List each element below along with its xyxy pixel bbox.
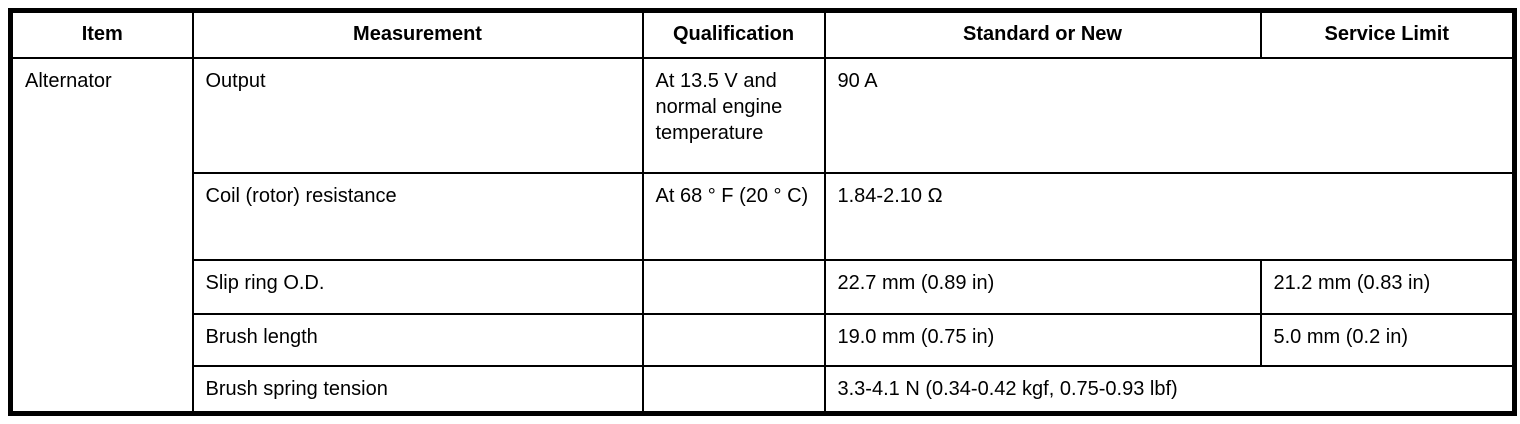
cell-service-limit: 21.2 mm (0.83 in) — [1259, 258, 1516, 315]
cell-standard-or-new: 3.3-4.1 N (0.34-0.42 kgf, 0.75-0.93 lbf) — [823, 364, 1516, 415]
column-header-service-limit: Service Limit — [1259, 9, 1516, 59]
cell-measurement: Output — [191, 56, 644, 174]
cell-service-limit: 5.0 mm (0.2 in) — [1259, 312, 1516, 367]
cell-standard-or-new: 19.0 mm (0.75 in) — [823, 312, 1262, 367]
column-header-item: Item — [9, 9, 194, 59]
table-row-brush-spring-tension: Brush spring tension 3.3-4.1 N (0.34-0.4… — [11, 364, 1516, 415]
table-row-output: Alternator Output At 13.5 V and normal e… — [9, 56, 1516, 415]
cell-qualification — [641, 364, 826, 415]
cell-standard-or-new: 22.7 mm (0.89 in) — [823, 258, 1262, 315]
cell-measurement: Slip ring O.D. — [191, 258, 644, 315]
cell-qualification — [641, 258, 826, 315]
cell-measurement: Brush spring tension — [191, 364, 644, 415]
header-row: Item Measurement Qualification Standard … — [9, 9, 1516, 59]
cell-measurement: Coil (rotor) resistance — [191, 171, 644, 261]
table-row-coil-resistance: Coil (rotor) resistance At 68 ° F (20 ° … — [11, 171, 1516, 261]
cell-measurement: Brush length — [191, 312, 644, 367]
table-row-slip-ring-od: Slip ring O.D. 22.7 mm (0.89 in) 21.2 mm… — [11, 258, 1516, 315]
cell-qualification — [641, 312, 826, 367]
column-header-standard-or-new: Standard or New — [823, 9, 1262, 59]
cell-standard-or-new: 1.84-2.10 Ω — [823, 171, 1516, 261]
column-header-measurement: Measurement — [191, 9, 644, 59]
table-row-brush-length: Brush length 19.0 mm (0.75 in) 5.0 mm (0… — [11, 312, 1516, 367]
alternator-spec-table: Item Measurement Qualification Standard … — [8, 8, 1517, 416]
cell-standard-or-new: 90 A — [823, 56, 1516, 174]
cell-qualification: At 13.5 V and normal engine temperature — [641, 56, 826, 174]
column-header-qualification: Qualification — [641, 9, 826, 59]
cell-qualification: At 68 ° F (20 ° C) — [641, 171, 826, 261]
cell-item-group: Alternator — [9, 56, 194, 415]
